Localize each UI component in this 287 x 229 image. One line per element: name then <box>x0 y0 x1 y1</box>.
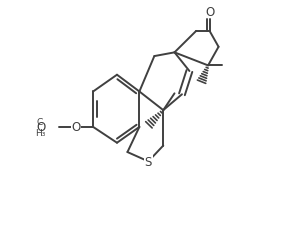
Text: S: S <box>145 155 152 168</box>
Text: O: O <box>71 121 81 134</box>
Text: O: O <box>36 121 45 134</box>
Text: C
H₃: C H₃ <box>35 118 45 137</box>
Text: O: O <box>205 6 214 19</box>
